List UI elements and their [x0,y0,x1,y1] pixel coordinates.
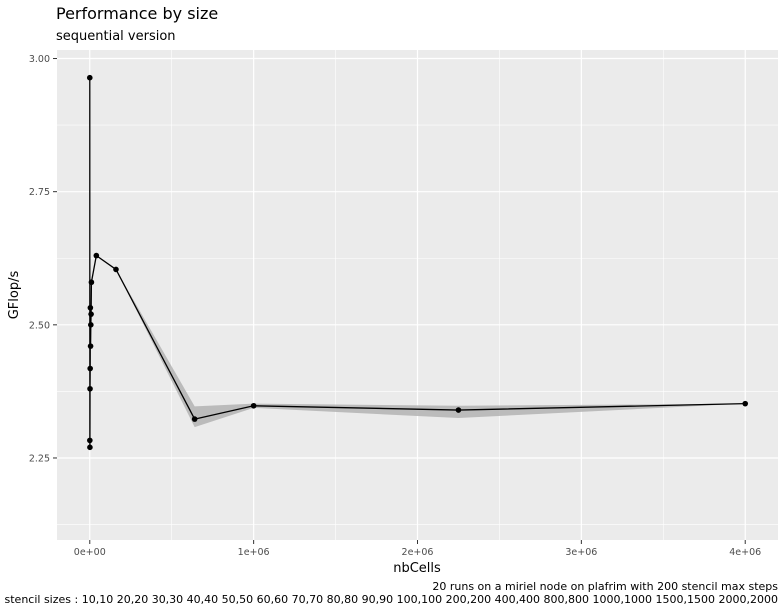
data-point [88,279,95,286]
data-point [191,416,198,422]
x-axis-title: nbCells [393,561,441,576]
data-point [87,343,94,349]
data-point [113,266,119,273]
x-tick-label: 0e+00 [74,547,106,558]
y-axis: 2.25 2.50 2.75 3.00 [29,54,57,464]
data-point [88,311,94,317]
data-point [250,402,257,409]
x-tick-label: 2e+06 [402,547,434,558]
data-points [86,74,749,451]
data-point [88,322,94,328]
x-axis: 0e+00 1e+06 2e+06 3e+06 4e+06 [74,540,761,558]
data-point [87,444,93,451]
x-tick-label: 4e+06 [729,547,761,558]
data-point [87,304,94,311]
major-gridlines [57,50,778,540]
y-tick-label: 3.00 [29,54,50,65]
data-point [86,74,93,81]
data-point [87,385,93,392]
data-point [93,252,100,259]
y-tick-label: 2.50 [29,320,50,331]
y-tick-label: 2.25 [29,453,50,464]
series-line [89,77,746,448]
data-point [87,437,93,444]
caption-runs: 20 runs on a miriel node on plafrim with… [432,580,778,593]
y-axis-title: GFlop/s [7,271,22,320]
x-tick-label: 3e+06 [565,547,597,558]
caption-stencil-sizes: stencil sizes : 10,10 20,20 30,30 40,40 … [4,593,778,606]
data-point [742,400,749,407]
chart-subtitle: sequential version [56,29,176,44]
data-point [455,407,462,413]
y-tick-label: 2.75 [29,187,50,198]
data-point [87,365,93,372]
chart-title: Performance by size [56,4,219,23]
x-tick-label: 1e+06 [238,547,270,558]
